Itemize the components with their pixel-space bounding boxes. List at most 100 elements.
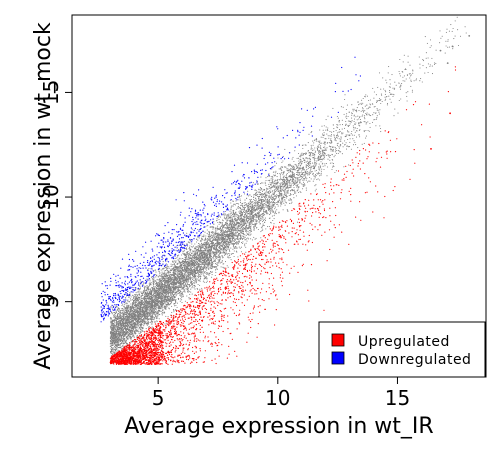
point-unchanged [269,195,271,197]
point-unchanged [335,135,338,137]
point-unchanged [422,65,424,67]
point-unchanged [110,348,112,350]
point-unchanged [294,183,296,185]
point-unchanged [320,170,322,172]
point-unchanged [196,280,198,282]
point-unchanged [255,223,258,225]
point-unchanged [265,199,267,201]
point-unchanged [255,207,257,209]
point-unchanged [229,228,232,230]
point-unchanged [219,237,221,239]
point-unchanged [309,166,312,168]
point-unchanged [288,171,290,173]
point-unchanged [173,266,175,268]
point-unchanged [289,168,291,171]
point-unchanged [319,129,321,131]
point-unchanged [325,119,327,121]
point-unchanged [398,70,400,73]
point-unchanged [206,262,208,264]
point-unchanged [322,152,324,154]
point-unchanged [286,185,289,187]
point-unchanged [132,296,134,298]
point-unchanged [181,276,183,279]
point-unchanged [386,103,389,105]
point-unchanged [175,249,177,251]
point-unchanged [244,218,246,220]
point-unchanged [121,345,124,347]
point-unchanged [319,140,321,142]
point-unchanged [365,114,368,116]
point-unchanged [127,299,129,301]
point-unchanged [113,322,115,324]
point-unchanged [238,241,240,243]
point-unchanged [321,168,323,170]
point-unchanged [115,325,117,327]
point-unchanged [313,149,315,151]
point-unchanged [316,160,318,162]
point-unchanged [254,203,257,205]
point-unchanged [218,251,220,253]
point-unchanged [198,277,200,279]
point-unchanged [365,112,367,115]
point-unchanged [297,180,299,182]
point-unchanged [165,263,167,265]
point-unchanged [218,223,220,225]
point-unchanged [207,243,209,245]
point-unchanged [367,107,370,109]
point-unchanged [380,99,382,101]
point-unchanged [230,247,232,249]
point-unchanged [202,280,204,282]
point-unchanged [271,168,273,170]
point-unchanged [406,95,408,97]
point-unchanged [225,237,227,239]
point-unchanged [116,306,118,308]
point-unchanged [309,176,311,179]
point-unchanged [221,261,223,264]
point-unchanged [362,108,364,110]
point-unchanged [424,36,426,38]
point-unchanged [145,323,147,325]
point-unchanged [245,251,247,253]
point-unchanged [431,65,433,67]
point-unchanged [155,276,157,278]
point-unchanged [252,224,254,226]
point-unchanged [383,88,385,90]
point-unchanged [403,75,405,77]
point-unchanged [259,220,261,222]
point-unchanged [191,293,193,295]
point-unchanged [276,203,278,205]
point-unchanged [166,260,168,262]
point-unchanged [144,303,146,305]
point-unchanged [331,153,333,155]
point-unchanged [165,294,167,296]
point-unchanged [194,281,196,283]
point-unchanged [226,215,228,217]
point-unchanged [167,301,169,303]
point-unchanged [305,161,307,163]
point-unchanged [173,278,175,280]
point-unchanged [216,240,218,242]
point-unchanged [241,205,244,208]
point-unchanged [156,318,158,320]
point-unchanged [196,275,198,277]
point-unchanged [197,273,199,275]
point-unchanged [244,236,246,238]
point-unchanged [121,341,124,343]
point-unchanged [296,157,298,159]
point-unchanged [149,279,151,281]
point-unchanged [212,238,214,240]
point-unchanged [140,331,142,333]
point-unchanged [238,211,240,213]
point-unchanged [389,90,391,92]
point-unchanged [334,137,336,139]
point-unchanged [235,217,237,219]
point-unchanged [217,259,219,261]
point-unchanged [273,205,275,207]
point-unchanged [185,282,187,284]
point-unchanged [180,298,182,300]
point-unchanged [406,74,408,76]
point-unchanged [286,209,288,211]
point-unchanged [222,256,224,258]
point-unchanged [254,199,256,202]
point-unchanged [354,131,356,133]
